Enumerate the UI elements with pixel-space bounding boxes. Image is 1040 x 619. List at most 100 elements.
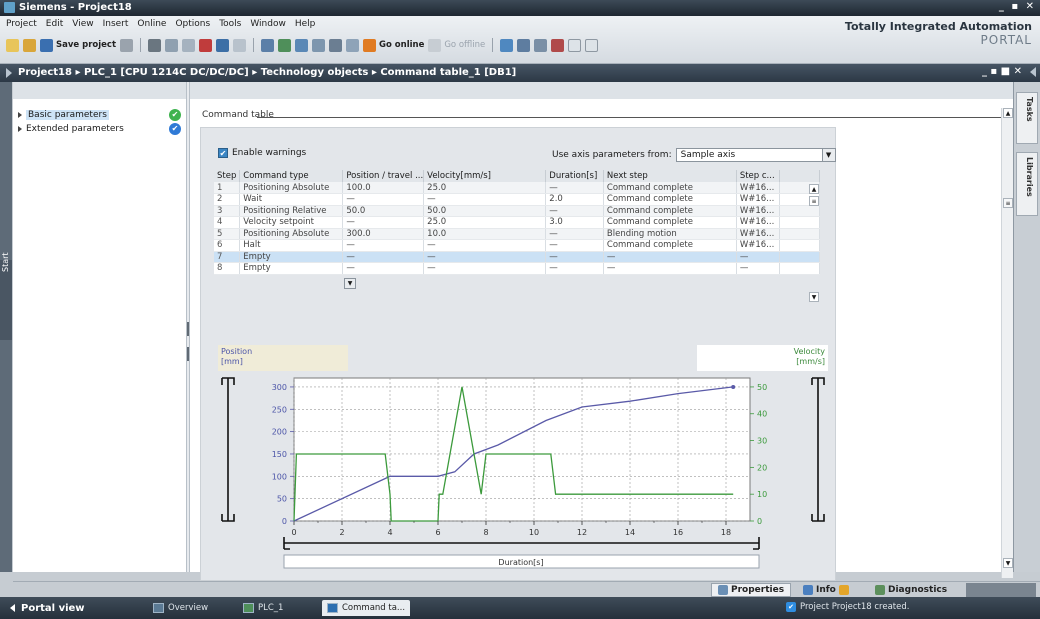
tab-libraries[interactable]: Libraries <box>1016 152 1038 216</box>
table-cell[interactable]: W#16... <box>736 193 781 206</box>
table-cell[interactable]: Command complete <box>603 205 737 217</box>
table-cell[interactable]: W#16... <box>736 228 781 240</box>
table-row[interactable]: 6 Halt — — — Command complete W#16... <box>214 239 820 252</box>
window-controls[interactable]: _ ▪ ✕ <box>998 1 1036 12</box>
table-cell[interactable]: W#16... <box>736 216 781 229</box>
table-cell[interactable]: 10.0 <box>423 228 547 240</box>
go-online-button[interactable]: Go online <box>363 38 424 52</box>
menu-tools[interactable]: Tools <box>219 19 242 29</box>
table-cell[interactable]: W#16... <box>736 182 781 194</box>
table-cell[interactable]: 3.0 <box>545 216 604 229</box>
go-offline-button[interactable]: Go offline <box>428 38 485 52</box>
column-header[interactable]: Duration[s] <box>545 170 604 182</box>
delete-icon[interactable] <box>199 38 213 52</box>
menu-help[interactable]: Help <box>294 19 316 29</box>
table-cell[interactable]: 7 <box>214 251 241 263</box>
compile-icon[interactable] <box>278 38 292 52</box>
close-editor-icon[interactable] <box>551 38 565 52</box>
table-cell[interactable]: 4 <box>214 216 241 229</box>
table-row[interactable]: 1 Positioning Absolute 100.0 25.0— Command c… <box>214 182 820 194</box>
panel-splitter[interactable] <box>186 82 190 572</box>
column-header[interactable]: Next step <box>603 170 737 182</box>
menu-online[interactable]: Online <box>137 19 167 29</box>
table-cell[interactable]: — <box>736 262 781 275</box>
table-cell[interactable]: 6 <box>214 239 241 252</box>
open-project-icon[interactable] <box>23 38 36 52</box>
menu-insert[interactable]: Insert <box>102 19 129 29</box>
scroll-down-icon[interactable]: ▼ <box>809 292 819 302</box>
column-header[interactable]: Position / travel ... <box>342 170 425 182</box>
table-cell[interactable]: Wait <box>239 193 344 206</box>
table-cell[interactable]: — <box>545 228 604 240</box>
table-cell[interactable]: Positioning Absolute <box>239 182 344 194</box>
table-row[interactable]: 8 Empty — — — — — <box>214 262 820 275</box>
menu-window[interactable]: Window <box>250 19 286 29</box>
compare-icon[interactable] <box>534 38 548 52</box>
table-cell[interactable]: — <box>545 251 604 263</box>
table-cell[interactable]: 2.0 <box>545 193 604 206</box>
tab-info[interactable]: Info <box>797 583 855 597</box>
table-cell[interactable]: — <box>423 193 547 206</box>
nav-item-extended-parameters[interactable]: Extended parameters ✔ <box>14 122 184 136</box>
table-cell[interactable]: — <box>342 239 425 252</box>
portal-view-button[interactable]: Portal view <box>0 597 125 619</box>
column-header[interactable]: Step c... <box>736 170 781 182</box>
velocity-scale-bracket[interactable] <box>811 377 825 522</box>
enable-warnings-option[interactable]: ✔ Enable warnings <box>218 148 306 158</box>
cut-icon[interactable] <box>148 38 162 52</box>
taskbar-tab-command-table[interactable]: Command ta... <box>322 600 411 616</box>
table-cell[interactable]: Positioning Relative <box>239 205 344 217</box>
table-cell[interactable]: Command complete <box>603 216 737 229</box>
menu-project[interactable]: Project <box>6 19 37 29</box>
status-message[interactable]: ✔ Project Project18 created. <box>786 602 909 612</box>
cross-reference-icon[interactable] <box>517 38 531 52</box>
table-cell[interactable]: 50.0 <box>423 205 547 217</box>
accessible-devices-icon[interactable] <box>500 38 514 52</box>
download-icon[interactable] <box>295 38 309 52</box>
table-cell[interactable]: Halt <box>239 239 344 252</box>
splitter-grip[interactable] <box>187 347 189 361</box>
enable-warnings-checkbox[interactable]: ✔ <box>218 148 228 158</box>
table-cell[interactable]: Empty <box>239 262 344 275</box>
duration-scale-bracket[interactable] <box>283 537 760 550</box>
table-cell[interactable]: 300.0 <box>342 228 425 240</box>
table-cell[interactable]: Command complete <box>603 193 737 206</box>
table-cell[interactable]: 25.0 <box>423 216 547 229</box>
table-cell[interactable]: 1 <box>214 182 241 194</box>
table-cell[interactable]: — <box>545 205 604 217</box>
tab-diagnostics[interactable]: Diagnostics <box>869 583 953 597</box>
tab-properties[interactable]: Properties <box>711 583 792 597</box>
table-cell[interactable]: — <box>423 251 547 263</box>
scroll-down-icon[interactable]: ▼ <box>1003 558 1013 568</box>
print-icon[interactable] <box>120 38 134 52</box>
scroll-thumb[interactable]: ≡ <box>809 196 819 206</box>
table-cell[interactable]: 100.0 <box>342 182 425 194</box>
scroll-up-icon[interactable]: ▲ <box>809 184 819 194</box>
undo-icon[interactable] <box>216 38 230 52</box>
table-cell[interactable]: 50.0 <box>342 205 425 217</box>
table-cell[interactable]: Command complete <box>603 182 737 194</box>
taskbar-tab-overview[interactable]: Overview <box>148 600 213 616</box>
command-type-dropdown-chevron-icon[interactable]: ▼ <box>344 278 356 289</box>
axis-params-dropdown[interactable]: Sample axis ▼ <box>675 148 836 162</box>
simulation-icon[interactable] <box>329 38 343 52</box>
table-cell[interactable]: 5 <box>214 228 241 240</box>
position-scale-bracket[interactable] <box>221 377 235 522</box>
table-cell[interactable]: — <box>545 262 604 275</box>
table-cell[interactable]: — <box>342 262 425 275</box>
table-cell[interactable]: Empty <box>239 251 344 263</box>
menu-view[interactable]: View <box>72 19 94 29</box>
splitter-grip[interactable] <box>187 322 189 336</box>
paste-icon[interactable] <box>182 38 196 52</box>
table-cell[interactable]: 8 <box>214 262 241 275</box>
table-cell[interactable]: — <box>342 251 425 263</box>
table-cell[interactable]: — <box>342 193 425 206</box>
nav-item-basic-parameters[interactable]: Basic parameters ✔ <box>14 108 184 122</box>
scroll-thumb[interactable]: ≡ <box>1003 198 1013 208</box>
table-cell[interactable]: 2 <box>214 193 241 206</box>
tab-tasks[interactable]: Tasks <box>1016 92 1038 144</box>
table-row[interactable]: 7 Empty — — — — — <box>214 251 820 263</box>
editor-scrollbar[interactable]: ▲ ≡ ▼ <box>1001 108 1013 578</box>
column-header[interactable]: Step <box>214 170 241 182</box>
table-cell[interactable]: — <box>603 262 737 275</box>
